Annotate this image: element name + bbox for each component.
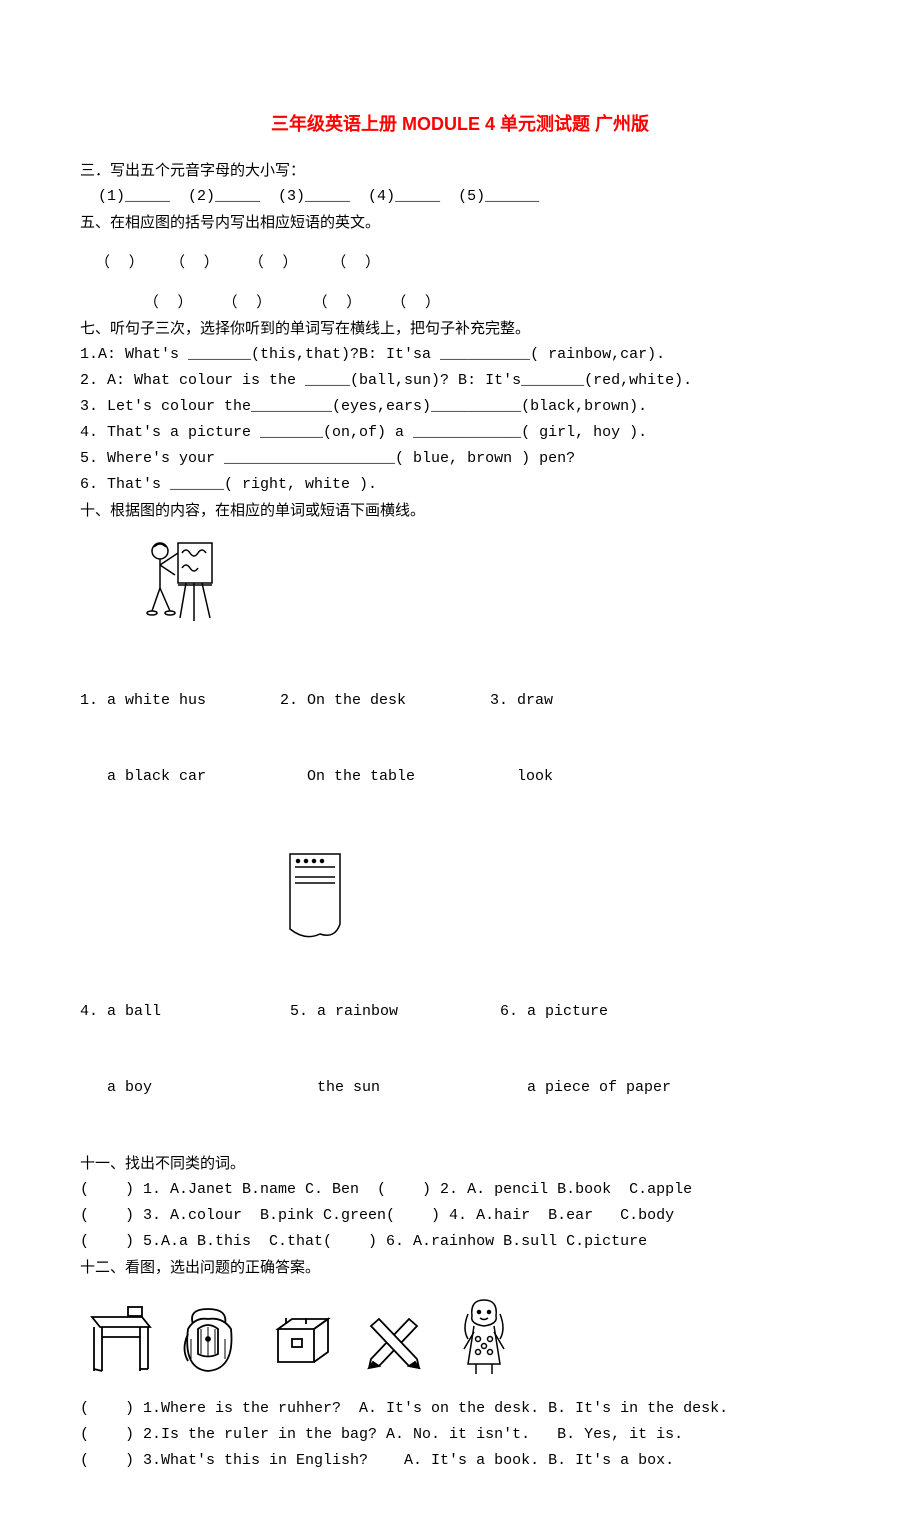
s11-l3: ( ) 5.A.a B.this C.that( ) 6. A.rainhow …	[80, 1230, 840, 1254]
s10-r2c3a: 6. a picture	[500, 1000, 671, 1024]
spacer	[80, 237, 840, 249]
s7-q4: 4. That's a picture _______(on,of) a ___…	[80, 421, 840, 445]
section-12-heading: 十二、看图，选出问题的正确答案。	[80, 1256, 840, 1280]
s10-r2c3b: a piece of paper	[500, 1076, 671, 1100]
s10-r2c2a: 5. a rainbow	[290, 1000, 500, 1024]
s10-r1c2b: On the table	[280, 765, 490, 789]
s11-l2: ( ) 3. A.colour B.pink C.green( ) 4. A.h…	[80, 1204, 840, 1228]
s10-image-row-1	[80, 533, 840, 633]
s10-r1c1a: 1. a white hus	[80, 689, 280, 713]
page-title: 三年级英语上册 MODULE 4 单元测试题 广州版	[80, 110, 840, 139]
box-icon	[266, 1304, 341, 1379]
paper-sheet-icon	[280, 849, 350, 944]
bag-icon	[173, 1299, 248, 1379]
girl-icon	[452, 1294, 517, 1379]
s11-l1: ( ) 1. A.Janet B.name C. Ben ( ) 2. A. p…	[80, 1178, 840, 1202]
worksheet-page: 三年级英语上册 MODULE 4 单元测试题 广州版 三．写出五个元音字母的大小…	[0, 0, 920, 1535]
s10-r1c1b: a black car	[80, 765, 280, 789]
section-5-row1: （ ） （ ） （ ） （ ）	[80, 251, 840, 275]
s7-q6: 6. That's ______( right, white ).	[80, 473, 840, 497]
s7-q1: 1.A: What's _______(this,that)?B: It'sa …	[80, 343, 840, 367]
section-5-heading: 五、在相应图的括号内写出相应短语的英文。	[80, 211, 840, 235]
s7-q2: 2. A: What colour is the _____(ball,sun)…	[80, 369, 840, 393]
s12-q1: ( ) 1.Where is the ruhher? A. It's on th…	[80, 1397, 840, 1421]
s12-q3: ( ) 3.What's this in English? A. It's a …	[80, 1449, 840, 1473]
s7-q3: 3. Let's colour the_________(eyes,ears)_…	[80, 395, 840, 419]
section-7-heading: 七、听句子三次，选择你听到的单词写在横线上，把句子补充完整。	[80, 317, 840, 341]
spacer	[80, 277, 840, 289]
s10-row1-answers: 1. a white hus a black car 2. On the des…	[80, 639, 840, 839]
desk-icon	[80, 1299, 155, 1379]
s12-image-row	[80, 1294, 840, 1379]
s10-r2c2b: the sun	[290, 1076, 500, 1100]
drawing-easel-icon	[80, 533, 280, 633]
s10-row2-answers: 4. a ball a boy 5. a rainbow the sun 6. …	[80, 950, 840, 1150]
s10-r1c3b: look	[490, 765, 553, 789]
s12-q2: ( ) 2.Is the ruler in the bag? A. No. it…	[80, 1423, 840, 1447]
section-11-heading: 十一、找出不同类的词。	[80, 1152, 840, 1176]
s7-q5: 5. Where's your ___________________( blu…	[80, 447, 840, 471]
section-3-blanks: (1)_____ (2)_____ (3)_____ (4)_____ (5)_…	[80, 185, 840, 209]
s10-image-row-2	[80, 849, 840, 944]
section-10-heading: 十、根据图的内容，在相应的单词或短语下画横线。	[80, 499, 840, 523]
s10-r1c3a: 3. draw	[490, 689, 553, 713]
section-3-heading: 三．写出五个元音字母的大小写：	[80, 159, 840, 183]
s10-r1c2a: 2. On the desk	[280, 689, 490, 713]
crossed-pencils-icon	[359, 1304, 434, 1379]
section-5-row2: （ ） （ ） （ ） （ ）	[80, 291, 840, 315]
s10-r2c1b: a boy	[80, 1076, 290, 1100]
s10-r2c1a: 4. a ball	[80, 1000, 290, 1024]
